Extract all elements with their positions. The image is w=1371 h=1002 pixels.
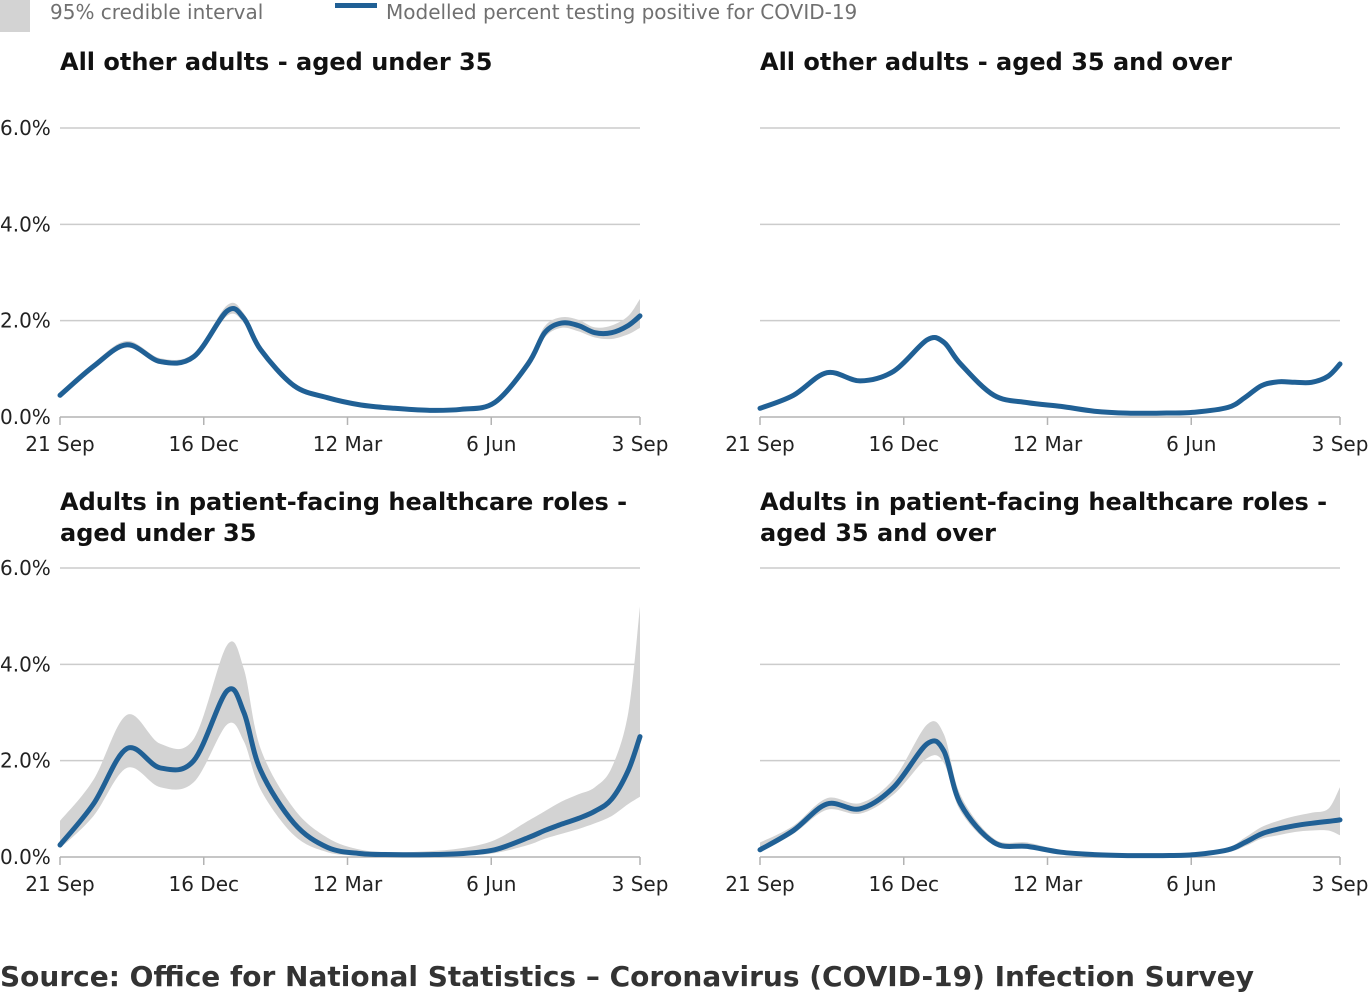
x-tick-label: 6 Jun bbox=[466, 872, 516, 896]
panel-1: All other adults - aged under 35 0.0% 2.0%… bbox=[0, 48, 668, 456]
x-tick-label: 12 Mar bbox=[313, 432, 383, 456]
x-tick-label: 21 Sep bbox=[25, 432, 95, 456]
credible-interval-band bbox=[760, 335, 1340, 414]
y-tick-label: 2.0% bbox=[0, 749, 51, 773]
y-tick-label: 4.0% bbox=[0, 652, 51, 676]
x-tick-label: 6 Jun bbox=[466, 432, 516, 456]
panel-title: Adults in patient-facing healthcare role… bbox=[760, 488, 1327, 516]
x-tick-label: 6 Jun bbox=[1166, 872, 1216, 896]
modelled-positivity-line bbox=[757, 335, 1343, 416]
x-tick-label: 6 Jun bbox=[1166, 432, 1216, 456]
legend: 95% credible interval Modelled percent t… bbox=[0, 0, 857, 32]
source-note: Source: Office for National Statistics –… bbox=[0, 960, 1255, 993]
y-tick-label: 6.0% bbox=[0, 116, 51, 140]
chart-panels: All other adults - aged under 35 0.0% 2.0%… bbox=[0, 48, 1368, 896]
x-tick-label: 12 Mar bbox=[313, 872, 383, 896]
y-tick-label: 6.0% bbox=[0, 556, 51, 580]
x-tick-label: 3 Sep bbox=[612, 432, 669, 456]
legend-line-swatch bbox=[335, 3, 377, 8]
panel-title: Adults in patient-facing healthcare role… bbox=[60, 488, 627, 516]
y-tick-label: 0.0% bbox=[0, 845, 51, 869]
x-tick-label: 16 Dec bbox=[168, 432, 239, 456]
legend-interval-swatch bbox=[0, 0, 30, 32]
panel-title: All other adults - aged under 35 bbox=[60, 48, 492, 76]
x-tick-label: 16 Dec bbox=[868, 432, 939, 456]
x-tick-label: 21 Sep bbox=[25, 872, 95, 896]
legend-interval-label: 95% credible interval bbox=[50, 0, 263, 24]
modelled-positivity-line bbox=[57, 686, 643, 858]
x-tick-label: 3 Sep bbox=[1312, 872, 1369, 896]
x-tick-label: 16 Dec bbox=[168, 872, 239, 896]
legend-line-label: Modelled percent testing positive for CO… bbox=[386, 0, 857, 24]
panel-title-line-2: aged 35 and over bbox=[760, 519, 996, 547]
x-tick-label: 12 Mar bbox=[1013, 872, 1083, 896]
x-tick-label: 3 Sep bbox=[612, 872, 669, 896]
panel-title: All other adults - aged 35 and over bbox=[760, 48, 1232, 76]
panel-title-line-2: aged under 35 bbox=[60, 519, 256, 547]
x-tick-label: 3 Sep bbox=[1312, 432, 1369, 456]
panel-2: All other adults - aged 35 and over 21 Se… bbox=[725, 48, 1368, 456]
panel-3: Adults in patient-facing healthcare role… bbox=[0, 488, 668, 896]
y-tick-label: 0.0% bbox=[0, 405, 51, 429]
credible-interval-band bbox=[60, 606, 640, 857]
x-tick-label: 12 Mar bbox=[1013, 432, 1083, 456]
x-tick-label: 21 Sep bbox=[725, 432, 795, 456]
panel-4: Adults in patient-facing healthcare role… bbox=[725, 488, 1368, 896]
modelled-positivity-line bbox=[757, 738, 1343, 859]
y-tick-label: 4.0% bbox=[0, 212, 51, 236]
x-tick-label: 21 Sep bbox=[725, 872, 795, 896]
x-tick-label: 16 Dec bbox=[868, 872, 939, 896]
y-tick-label: 2.0% bbox=[0, 309, 51, 333]
modelled-positivity-line bbox=[57, 306, 643, 413]
